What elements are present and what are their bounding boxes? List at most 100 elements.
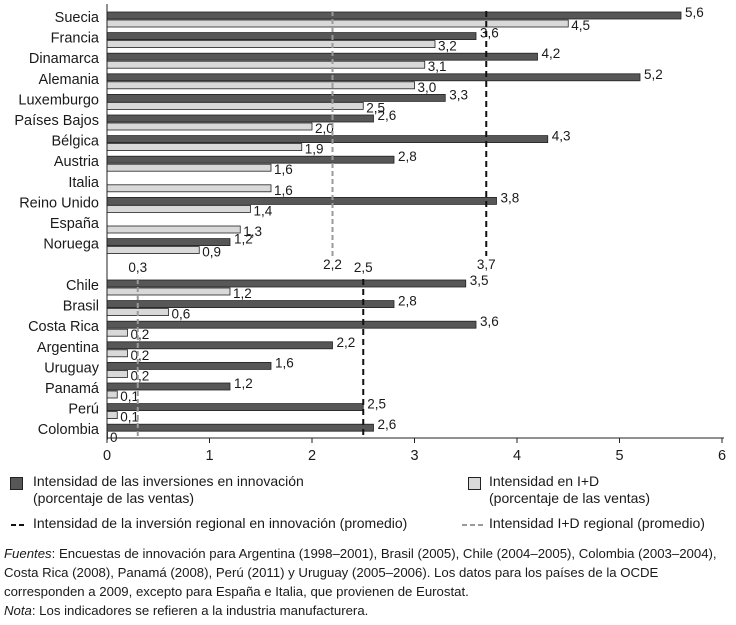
bar-rd-francia [106,40,436,48]
category-label-chile: Chile [66,278,99,294]
sources-text: : Encuestas de innovación para Argentina… [4,546,717,599]
value-label-rd-suecia: 4,5 [571,18,590,33]
value-label-rd-reino-unido: 1,4 [254,203,273,218]
bar-rd-costa-rica [106,328,128,337]
category-label-noruega: Noruega [43,237,100,253]
x-tick-label-6: 6 [718,448,726,462]
bar-rd-alemania [106,81,415,90]
note-label: Nota [4,603,32,618]
category-label-francia: Francia [51,31,100,47]
value-label-rd-noruega: 0,9 [202,245,221,260]
chart-notes: Fuentes: Encuestas de innovación para Ar… [4,544,734,620]
value-label-rd-luxemburgo: 2,5 [366,100,385,115]
legend-label-rd: Intensidad en I+D (porcentaje de las ven… [489,473,650,507]
bar-innovation-luxemburgo [106,94,446,102]
legend-label-innovation-unit: (porcentaje de las ventas) [33,490,195,506]
bar-innovation-costa-rica [106,320,477,329]
bar-rd-noruega [106,246,200,255]
reference-label-latam-rd: 0,3 [128,260,147,275]
value-label-rd-panama: 0,1 [120,389,139,404]
value-label-rd-belgica: 1,9 [305,142,324,157]
bar-rd-suecia [106,19,569,28]
bar-rd-chile [106,287,231,296]
category-label-luxemburgo: Luxemburgo [18,92,99,108]
value-label-rd-italia: 1,6 [274,183,293,198]
value-label-rd-uruguay: 0,2 [131,368,150,383]
category-label-italia: Italia [68,175,100,191]
category-label-panama: Panamá [45,381,100,397]
value-label-innovation-brasil: 2,8 [398,294,417,309]
sources-label: Fuentes [4,546,52,561]
legend-key-innovation-avg [11,516,27,534]
category-label-alemania: Alemania [39,72,100,88]
legend-swatch-innovation [10,477,23,490]
category-label-suecia: Suecia [55,10,100,26]
value-label-rd-peru: 0,1 [120,410,139,425]
legend-label-rd-avg: Intensidad I+D regional (promedio) [489,515,705,531]
bar-rd-espana [106,225,241,234]
x-tick-label-0: 0 [103,448,111,462]
bar-rd-belgica [106,143,303,152]
x-tick-label-3: 3 [410,448,418,462]
value-label-innovation-chile: 3,5 [470,273,489,288]
reference-label-latam-innovation: 2,5 [354,260,373,275]
bar-rd-paises-bajos [106,122,313,131]
category-label-peru: Perú [68,402,99,418]
bar-innovation-suecia [106,11,682,20]
value-label-innovation-colombia: 2,6 [378,417,397,432]
bar-innovation-reino-unido [106,196,497,205]
value-label-rd-chile: 1,2 [233,286,252,301]
value-label-innovation-paises-bajos: 2,6 [378,108,397,123]
value-label-innovation-costa-rica: 3,6 [480,314,499,329]
value-label-innovation-austria: 2,8 [398,149,417,164]
x-tick-label-2: 2 [308,448,316,462]
bar-rd-austria [106,163,272,172]
value-label-innovation-reino-unido: 3,8 [501,190,520,205]
value-label-innovation-luxemburgo: 3,3 [449,87,468,102]
bar-innovation-alemania [106,73,641,82]
footnote: Nota: Los indicadores se refieren a la i… [4,601,734,620]
value-label-rd-alemania: 3,0 [418,80,437,95]
bar-rd-dinamarca [106,60,426,69]
category-label-paises-bajos: Países Bajos [14,113,99,129]
bar-innovation-francia [106,32,477,40]
x-tick-label-4: 4 [513,448,521,462]
legend-label-rd-unit: (porcentaje de las ventas) [489,490,651,506]
note-text: : Los indicadores se refieren a la indus… [31,603,369,618]
value-label-rd-francia: 3,2 [438,39,457,54]
bar-rd-argentina [106,349,128,358]
value-label-innovation-belgica: 4,3 [552,129,571,144]
x-tick-label-1: 1 [205,448,213,462]
legend-label-innovation-title: Intensidad de las inversiones en innovac… [33,473,304,489]
value-label-innovation-panama: 1,2 [234,376,253,391]
value-label-rd-costa-rica: 0,2 [131,327,150,342]
category-label-brasil: Brasil [63,299,99,315]
value-label-innovation-argentina: 2,2 [337,335,356,350]
bar-innovation-chile [106,279,467,288]
value-label-innovation-peru: 2,5 [367,397,386,412]
bar-rd-uruguay [106,369,128,378]
value-label-innovation-dinamarca: 4,2 [542,46,561,61]
x-tick-label-5: 5 [615,448,623,462]
bar-innovation-dinamarca [106,52,538,61]
legend-swatch-rd [468,477,481,490]
value-label-rd-austria: 1,6 [274,162,293,177]
innovation-intensity-chart: Suecia 5,6 4,5 Francia 3,6 3,2 Dinamarca 4,2 3,1… [14,4,726,462]
value-label-rd-espana: 1,3 [243,224,262,239]
legend-key-rd-avg [462,516,486,534]
bar-rd-luxemburgo [106,102,364,110]
value-label-rd-argentina: 0,2 [131,348,150,363]
category-label-uruguay: Uruguay [44,360,100,376]
category-label-austria: Austria [54,154,100,170]
category-label-reino-unido: Reino Unido [19,195,99,211]
value-label-innovation-noruega: 1,2 [234,232,253,247]
legend-label-innovation: Intensidad de las inversiones en innovac… [33,473,304,507]
value-label-innovation-francia: 3,6 [480,26,499,41]
bar-innovation-colombia [106,423,374,432]
legend-label-innovation-avg: Intensidad de la inversión regional en i… [33,515,408,531]
category-label-belgica: Bélgica [51,134,99,150]
bar-rd-peru [106,411,118,420]
category-label-espana: España [50,216,100,232]
sources-note: Fuentes: Encuestas de innovación para Ar… [4,544,734,601]
value-label-innovation-uruguay: 1,6 [275,355,294,370]
